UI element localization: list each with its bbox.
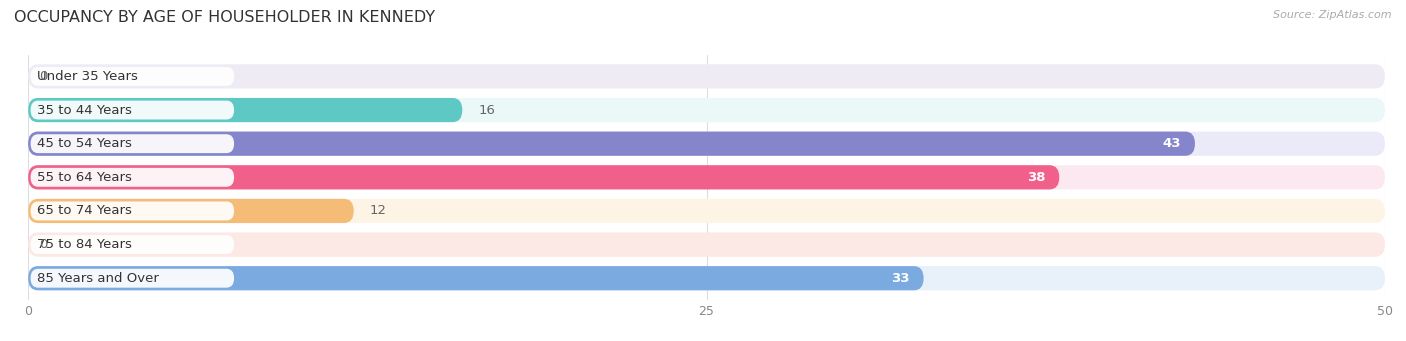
FancyBboxPatch shape <box>28 199 354 223</box>
FancyBboxPatch shape <box>28 64 1385 89</box>
FancyBboxPatch shape <box>28 132 1385 156</box>
FancyBboxPatch shape <box>28 233 1385 257</box>
Text: 16: 16 <box>478 104 495 117</box>
Text: 33: 33 <box>891 272 910 285</box>
FancyBboxPatch shape <box>31 269 233 288</box>
FancyBboxPatch shape <box>28 266 1385 290</box>
Text: 35 to 44 Years: 35 to 44 Years <box>38 104 132 117</box>
Text: 75 to 84 Years: 75 to 84 Years <box>38 238 132 251</box>
Text: 0: 0 <box>39 70 48 83</box>
FancyBboxPatch shape <box>31 101 233 119</box>
Text: 12: 12 <box>370 205 387 218</box>
Text: 65 to 74 Years: 65 to 74 Years <box>38 205 132 218</box>
FancyBboxPatch shape <box>31 67 233 86</box>
Text: 55 to 64 Years: 55 to 64 Years <box>38 171 132 184</box>
FancyBboxPatch shape <box>28 98 463 122</box>
Text: 38: 38 <box>1028 171 1046 184</box>
Text: 43: 43 <box>1163 137 1181 150</box>
FancyBboxPatch shape <box>31 235 233 254</box>
FancyBboxPatch shape <box>31 202 233 220</box>
FancyBboxPatch shape <box>28 98 1385 122</box>
FancyBboxPatch shape <box>31 134 233 153</box>
FancyBboxPatch shape <box>31 168 233 187</box>
Text: 0: 0 <box>39 238 48 251</box>
Text: Under 35 Years: Under 35 Years <box>38 70 138 83</box>
FancyBboxPatch shape <box>28 132 1195 156</box>
FancyBboxPatch shape <box>28 266 924 290</box>
Text: Source: ZipAtlas.com: Source: ZipAtlas.com <box>1274 10 1392 20</box>
Text: 85 Years and Over: 85 Years and Over <box>38 272 159 285</box>
FancyBboxPatch shape <box>28 165 1059 190</box>
FancyBboxPatch shape <box>28 165 1385 190</box>
Text: 45 to 54 Years: 45 to 54 Years <box>38 137 132 150</box>
FancyBboxPatch shape <box>28 199 1385 223</box>
Text: OCCUPANCY BY AGE OF HOUSEHOLDER IN KENNEDY: OCCUPANCY BY AGE OF HOUSEHOLDER IN KENNE… <box>14 10 436 25</box>
